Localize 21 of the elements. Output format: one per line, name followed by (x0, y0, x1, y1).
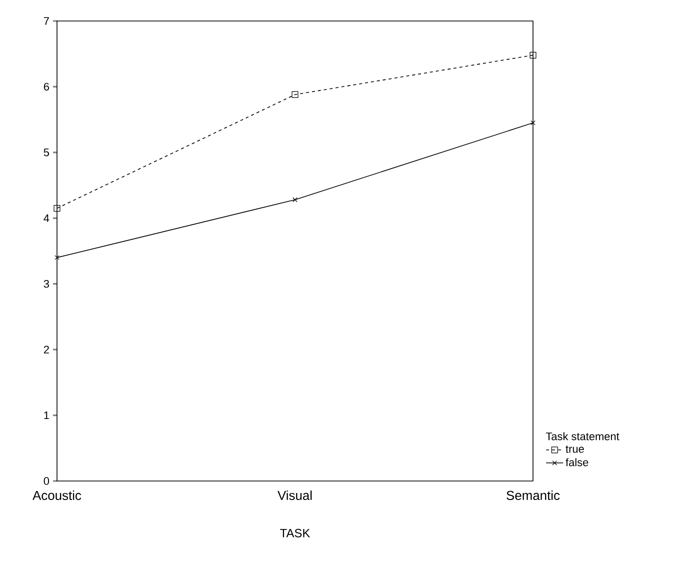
y-tick-label: 3 (44, 280, 49, 288)
point (292, 91, 298, 98)
y-tick-label: 5 (44, 148, 50, 156)
y-tick-label: 4 (44, 214, 50, 222)
legend-label: true (566, 446, 584, 453)
point (530, 120, 536, 126)
y-tick-label: 6 (44, 82, 49, 91)
x-tick-label: Visual (278, 490, 312, 500)
x-tick-label: Semantic (506, 490, 560, 500)
x-axis-title: TASK (280, 528, 310, 538)
point (54, 255, 60, 260)
point (54, 204, 60, 212)
legend-title: Task statement (546, 432, 620, 440)
y-tick-label: 2 (44, 346, 49, 354)
y-tick-label: 7 (44, 17, 49, 25)
point (292, 197, 298, 202)
point (530, 52, 536, 58)
x-tick-label: Acoustic (32, 490, 82, 500)
legend-label: false (566, 458, 588, 466)
y-tick-label: 0 (44, 477, 50, 485)
y-tick-label: 1 (44, 412, 49, 420)
